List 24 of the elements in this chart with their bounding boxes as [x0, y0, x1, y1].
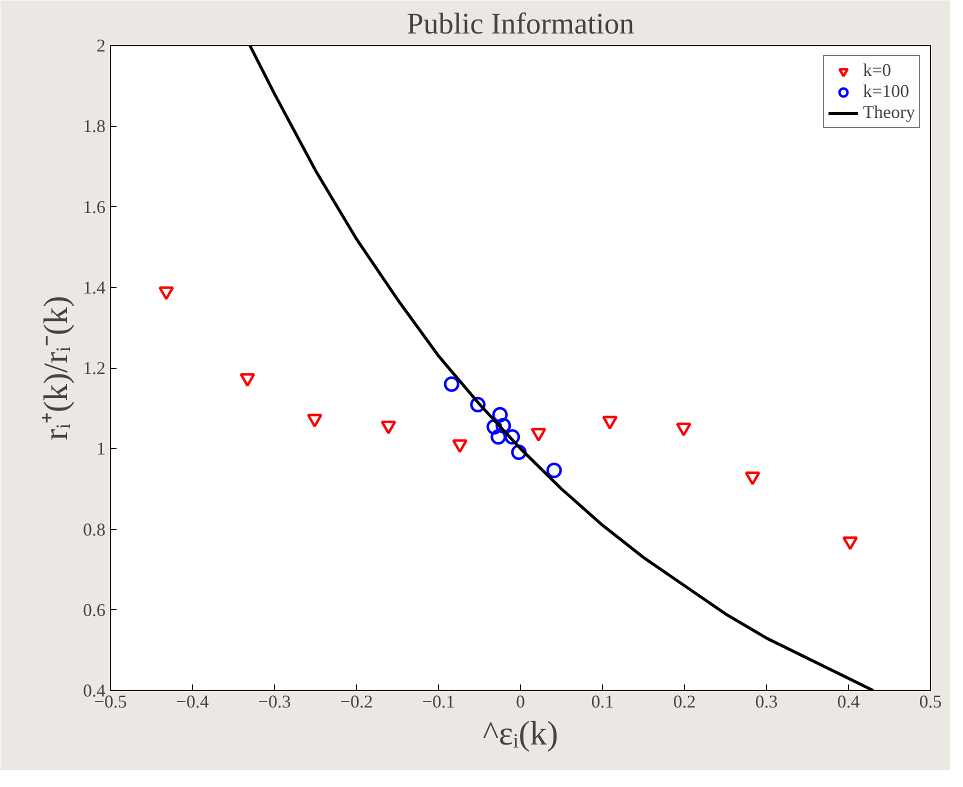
x-tick-label: 0.3 — [755, 692, 778, 712]
x-axis-title: ^εᵢ(k) — [482, 716, 558, 752]
y-tick-label: 1.4 — [83, 277, 106, 298]
x-tick-label: 0 — [516, 692, 525, 712]
y-axis-title: rᵢ⁺(k)/rᵢ⁻(k) — [38, 296, 75, 440]
x-tick-label: 0.1 — [591, 692, 614, 712]
y-tick-label: 0.6 — [83, 600, 106, 620]
x-tick-label: −0.3 — [258, 692, 291, 712]
y-tick-label: 2 — [96, 36, 106, 56]
legend-label: k=100 — [863, 81, 910, 102]
x-tick-label: 0.4 — [837, 692, 860, 712]
y-tick-label: 0.8 — [83, 519, 106, 540]
y-tick-label: 1.6 — [83, 196, 106, 217]
x-tick-label: −0.2 — [340, 692, 373, 712]
y-tick-label: 1.8 — [83, 116, 106, 136]
y-tick-label: 1.2 — [83, 358, 106, 378]
legend-label: k=0 — [863, 60, 892, 81]
legend-label: Theory — [863, 102, 915, 123]
chart-title: Public Information — [406, 8, 634, 40]
y-tick-label: 1 — [96, 438, 106, 459]
x-tick-label: 0.5 — [919, 692, 942, 712]
x-tick-label: −0.4 — [176, 692, 209, 712]
x-tick-label: −0.1 — [422, 692, 455, 712]
x-tick-label: 0.2 — [673, 692, 696, 712]
